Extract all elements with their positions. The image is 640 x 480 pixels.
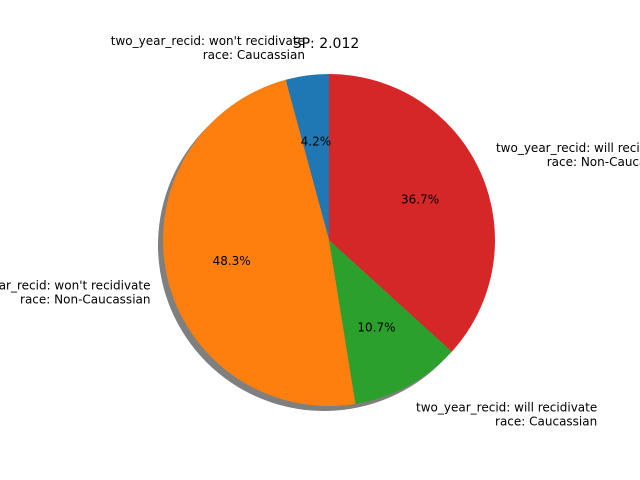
slice-label-line1: two_year_recid: won't recidivate bbox=[111, 34, 305, 48]
slice-percent-label: 48.3% bbox=[213, 254, 251, 268]
slice-label-line1: two_year_recid: will recidivate bbox=[496, 141, 640, 155]
pie-slice bbox=[285, 74, 329, 240]
slice-percent-label: 36.7% bbox=[401, 193, 439, 207]
slice-label-line2: race: Caucassian bbox=[495, 415, 597, 429]
slice-label: two_year_recid: will recidivate race: Cau… bbox=[416, 401, 597, 429]
slice-label-line1: two_year_recid: won't recidivate bbox=[0, 278, 150, 292]
slice-label-line2: race: Non-Caucassian bbox=[547, 155, 640, 169]
slice-label: two_year_recid: won't recidivate race: Ca… bbox=[111, 34, 305, 62]
chart-title: SP: 2.012 bbox=[293, 36, 360, 52]
pie-slice bbox=[329, 74, 495, 352]
slice-label-line1: two_year_recid: will recidivate bbox=[416, 401, 597, 415]
percent-labels: 4.2% 48.3% 10.7% 36.7% bbox=[213, 134, 440, 334]
slice-labels: two_year_recid: won't recidivate race: Ca… bbox=[0, 34, 640, 429]
pie-slice bbox=[163, 79, 356, 407]
slice-percent-label: 10.7% bbox=[357, 321, 395, 335]
pie-slices bbox=[163, 74, 495, 407]
slice-label-line2: race: Non-Caucassian bbox=[20, 292, 150, 306]
pie-slice bbox=[329, 240, 452, 404]
slice-percent-label: 4.2% bbox=[301, 134, 332, 148]
slice-label-line2: race: Caucassian bbox=[203, 48, 305, 62]
